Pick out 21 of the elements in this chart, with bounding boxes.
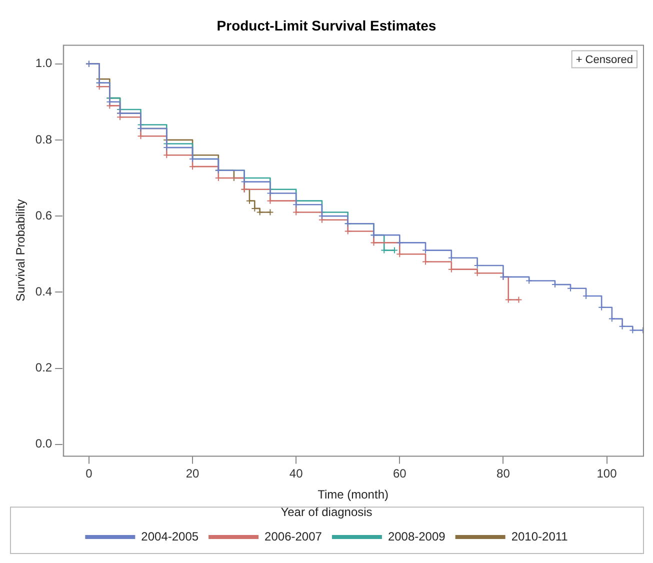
x-tick-label: 20 xyxy=(186,466,200,480)
y-axis-title: Survival Probability xyxy=(14,199,28,302)
x-tick-label: 100 xyxy=(596,466,618,480)
x-tick-label: 80 xyxy=(496,466,510,480)
y-tick-label: 0.8 xyxy=(35,132,52,146)
y-tick-label: 0.4 xyxy=(35,284,52,298)
y-tick-label: 0.2 xyxy=(35,360,52,375)
y-tick-label: 1.0 xyxy=(35,56,52,70)
legend-label: 2010-2011 xyxy=(511,529,568,544)
legend-label: 2008-2009 xyxy=(388,529,446,544)
x-tick-label: 0 xyxy=(86,466,93,480)
x-tick-label: 60 xyxy=(392,466,407,480)
legend-title: Year of diagnosis xyxy=(280,504,372,519)
chart-title: Product-Limit Survival Estimates xyxy=(216,17,436,34)
annotation: + Censored xyxy=(576,54,634,66)
x-axis-title: Time (month) xyxy=(318,488,388,502)
legend-label: 2004-2005 xyxy=(141,529,199,544)
x-tick-label: 40 xyxy=(289,466,304,480)
y-tick-label: 0.0 xyxy=(35,436,52,451)
y-tick-label: 0.6 xyxy=(35,208,52,222)
legend-label: 2006-2007 xyxy=(264,529,322,544)
